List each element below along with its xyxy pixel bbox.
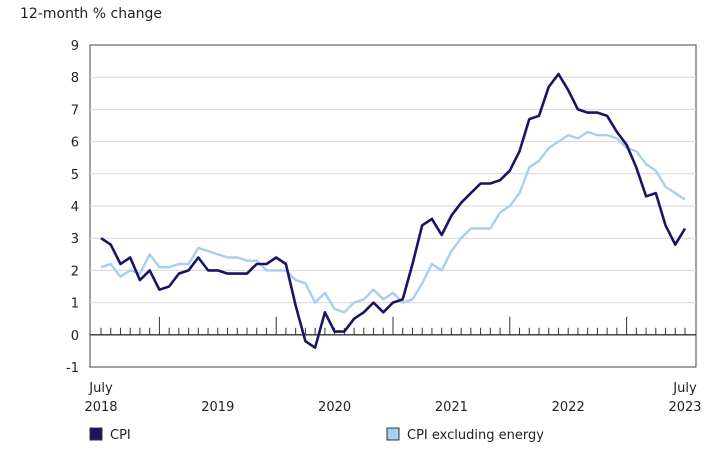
y-tick-label: 2 <box>71 264 79 279</box>
legend-swatch <box>89 427 103 441</box>
series-line-cpi <box>100 72 687 350</box>
x-tick-label: July <box>88 381 113 396</box>
y-tick-label: 8 <box>71 71 79 86</box>
legend-label: CPI excluding energy <box>407 428 544 443</box>
y-tick-label: -1 <box>66 361 79 376</box>
y-tick-label: 0 <box>71 329 79 344</box>
x-axis <box>90 316 696 336</box>
legend-label: CPI <box>110 428 131 443</box>
y-tick-label: 7 <box>71 103 79 118</box>
legend-swatch <box>386 427 400 441</box>
y-tick-label: 5 <box>71 168 79 183</box>
y-tick-label: 4 <box>71 200 79 215</box>
series-line-cpi-excluding-energy <box>100 130 686 314</box>
y-tick-label: 9 <box>71 39 79 54</box>
legend: CPI CPI excluding energy <box>89 427 544 443</box>
y-tick-label: 6 <box>71 136 79 151</box>
y-tick-label: 1 <box>71 297 79 312</box>
x-tick-labels: July 2018 2019 2020 2021 2022 July 2023 <box>84 381 701 415</box>
x-tick-label: 2018 <box>84 400 117 415</box>
x-tick-label: 2020 <box>318 400 351 415</box>
y-tick-label: 3 <box>71 232 79 247</box>
x-tick-label: 2023 <box>668 400 701 415</box>
x-tick-label: July <box>672 381 697 396</box>
x-tick-label: 2019 <box>201 400 234 415</box>
x-tick-label: 2021 <box>435 400 468 415</box>
series-lines <box>100 72 687 350</box>
y-tick-labels: -1 0 1 2 3 4 5 6 7 8 9 <box>66 39 79 376</box>
gridlines <box>90 76 696 304</box>
y-axis-title: 12-month % change <box>20 6 162 22</box>
x-tick-label: 2022 <box>552 400 585 415</box>
